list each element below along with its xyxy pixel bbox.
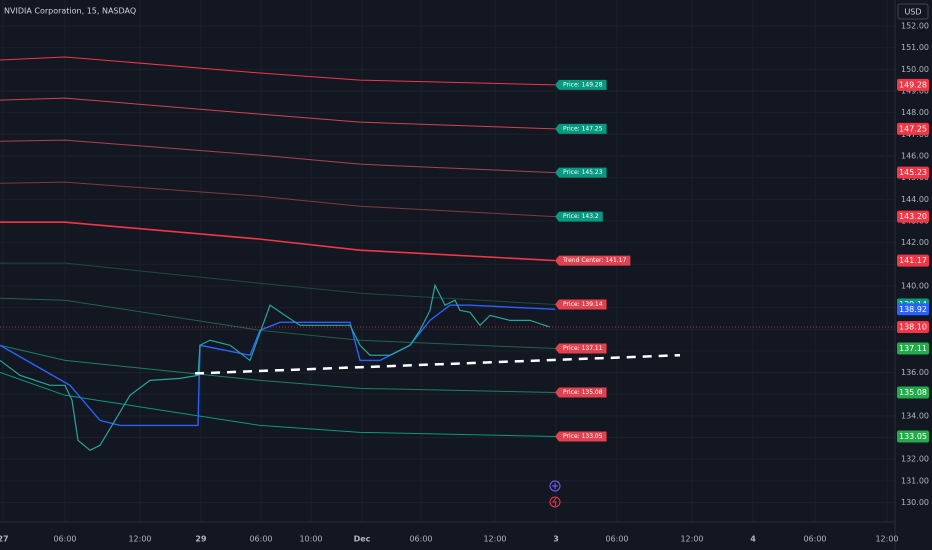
x-tick-label: 06:00 — [249, 535, 272, 544]
y-tick-label: 130.00 — [901, 498, 929, 507]
x-tick-label: 4 — [750, 535, 756, 544]
level-line — [0, 344, 556, 393]
level-label-box — [555, 123, 607, 134]
x-tick-label: 06:00 — [409, 535, 432, 544]
price-tag — [897, 210, 929, 223]
y-tick-label: 131.00 — [901, 476, 929, 485]
price-tag-label: 145.23 — [899, 168, 927, 177]
price-tag-label: 147.25 — [899, 124, 927, 133]
price-tag-label: 138.10 — [899, 323, 927, 332]
x-tick-label: Dec — [354, 535, 371, 544]
level-label: Trend Center: 141.17 — [562, 257, 627, 264]
x-tick-label: 06:00 — [53, 535, 76, 544]
y-tick-label: 144.00 — [901, 195, 929, 204]
y-tick-label: 136.00 — [901, 368, 929, 377]
y-tick-label: 148.00 — [901, 108, 929, 117]
x-tick-label: 3 — [553, 535, 559, 544]
y-tick-label: 134.00 — [901, 411, 929, 420]
level-line — [0, 139, 556, 174]
y-tick-label: 152.00 — [901, 21, 929, 30]
price-tag — [897, 122, 929, 135]
price-tag — [897, 166, 929, 179]
level-label: Price: 137.11 — [563, 345, 603, 352]
price-tag — [897, 321, 929, 334]
level-label-box — [555, 387, 607, 398]
level-label-box — [555, 79, 607, 90]
add-icon[interactable] — [549, 480, 561, 492]
x-tick-label: 27 — [0, 535, 9, 544]
x-tick-label: 12:00 — [128, 535, 151, 544]
y-tick-label: 151.00 — [901, 43, 929, 52]
y-tick-label: 132.00 — [901, 455, 929, 464]
level-label-box — [555, 211, 603, 222]
level-label: Price: 145.23 — [563, 169, 603, 176]
alert-icon[interactable] — [552, 497, 557, 507]
level-label: Price: 149.28 — [563, 81, 603, 88]
chart-title: NVIDIA Corporation, 15, NASDAQ — [4, 7, 136, 16]
price-tag-label: 133.05 — [899, 432, 927, 441]
x-tick-label: 06:00 — [605, 535, 628, 544]
level-line — [0, 262, 556, 306]
alert-icon[interactable] — [549, 496, 561, 508]
level-label: Price: 147.25 — [563, 125, 603, 132]
price-tag-label: 135.08 — [899, 388, 927, 397]
level-label: Price: 135.08 — [563, 389, 603, 396]
x-tick-label: 06:00 — [803, 535, 826, 544]
currency-label[interactable]: USD — [904, 8, 921, 17]
currency-button[interactable] — [897, 3, 929, 20]
price-tag-label: 138.92 — [899, 305, 927, 314]
x-tick-label: 12:00 — [875, 535, 898, 544]
y-tick-label: 146.00 — [901, 151, 929, 160]
trend-line — [194, 353, 681, 375]
x-tick-label: 12:00 — [680, 535, 703, 544]
price-line — [0, 283, 551, 452]
price-tag — [897, 254, 929, 267]
level-label: Price: 143.2 — [563, 213, 599, 220]
y-tick-label: 150.00 — [901, 65, 929, 74]
level-line — [0, 371, 556, 437]
y-tick-label: 140.00 — [901, 281, 929, 290]
y-tick-label: 142.00 — [901, 238, 929, 247]
price-tag — [897, 386, 929, 399]
level-line — [0, 97, 556, 130]
level-label-box — [555, 255, 631, 266]
level-label-box — [555, 343, 607, 354]
price-tag-label: 141.17 — [899, 256, 927, 265]
level-label-box — [555, 167, 607, 178]
price-tag — [897, 303, 929, 316]
price-tag-label: 143.20 — [899, 212, 927, 221]
level-line — [0, 181, 556, 218]
price-tag-label: 149.28 — [899, 80, 927, 89]
level-label: Price: 133.05 — [563, 433, 603, 440]
price-tag — [897, 78, 929, 91]
level-label-box — [555, 431, 607, 442]
y-tick-label: 149.00 — [901, 86, 929, 95]
add-icon[interactable] — [552, 483, 558, 489]
price-tag — [897, 342, 929, 355]
x-tick-label: 10:00 — [299, 535, 322, 544]
level-label-box — [555, 299, 607, 310]
price-tag — [897, 430, 929, 443]
x-tick-label: 12:00 — [483, 535, 506, 544]
price-tag-label: 137.11 — [899, 344, 927, 353]
x-tick-label: 29 — [195, 535, 207, 544]
level-label: Price: 139.14 — [563, 301, 603, 308]
level-line — [0, 221, 556, 262]
level-line — [0, 56, 556, 86]
